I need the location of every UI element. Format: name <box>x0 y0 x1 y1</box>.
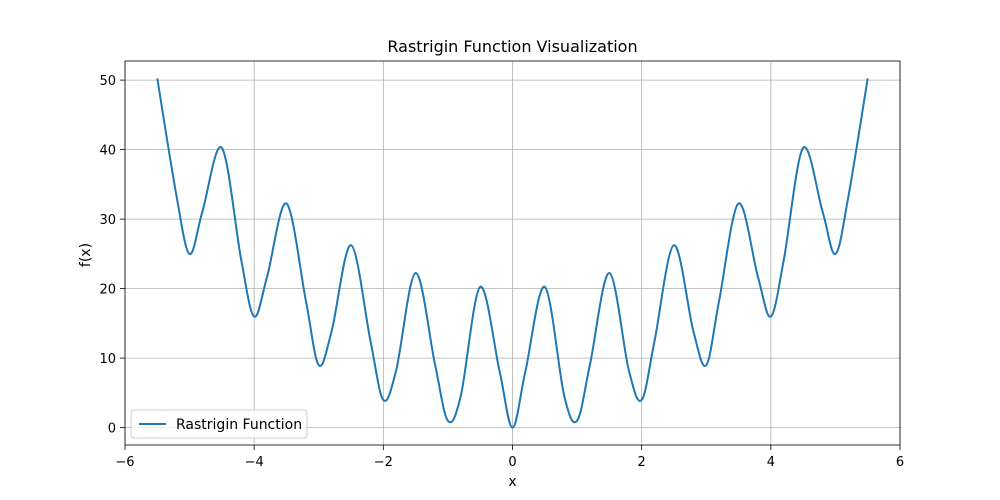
tick-labels: −6 −4 −2 0 2 4 6 0 10 20 30 40 50 <box>99 74 904 470</box>
chart-title: Rastrigin Function Visualization <box>387 37 637 56</box>
legend-label: Rastrigin Function <box>176 417 302 433</box>
y-tick-label: 0 <box>108 422 116 437</box>
y-tick-label: 10 <box>99 352 116 367</box>
x-tick-label: 0 <box>508 455 516 470</box>
series-layer <box>156 78 869 429</box>
x-tick-label: 2 <box>638 455 646 470</box>
x-axis-label: x <box>508 474 516 490</box>
y-tick-label: 40 <box>99 144 116 159</box>
y-axis-label: f(x) <box>78 243 94 267</box>
x-tick-label: −4 <box>245 455 264 470</box>
y-tick-label: 20 <box>99 283 116 298</box>
legend-frame <box>130 409 308 439</box>
plot-frame <box>124 60 901 446</box>
y-tick-label: 50 <box>99 74 116 89</box>
x-tick-label: 4 <box>767 455 775 470</box>
axes <box>120 60 901 450</box>
rastrigin-function-line <box>156 78 869 429</box>
x-tick-label: −2 <box>374 455 393 470</box>
y-tick-label: 30 <box>99 213 116 228</box>
legend: Rastrigin Function <box>130 409 308 439</box>
x-tick-label: 6 <box>896 455 904 470</box>
x-tick-label: −6 <box>115 455 134 470</box>
